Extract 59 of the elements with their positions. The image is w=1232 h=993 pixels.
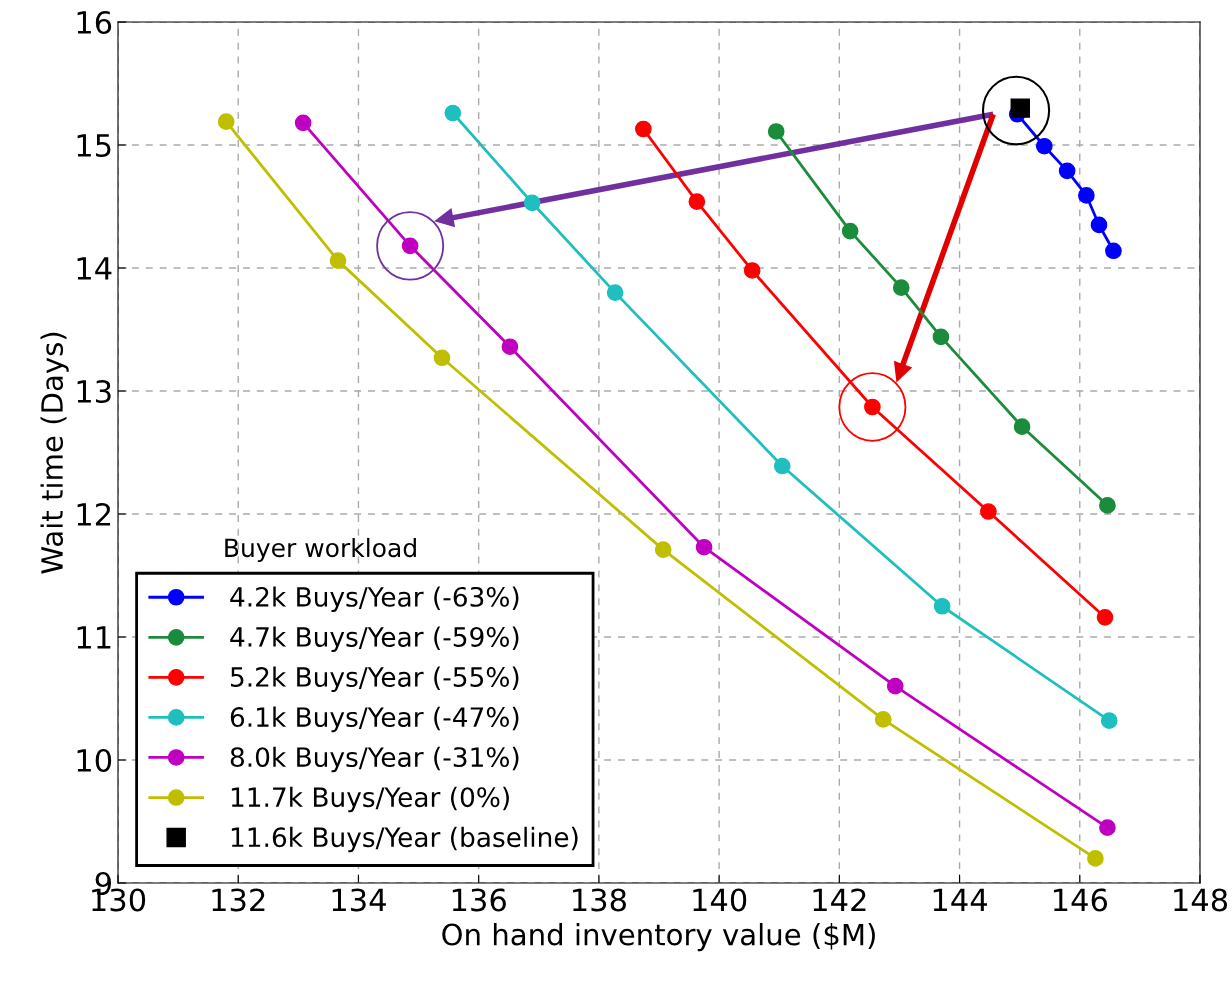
- point: [501, 338, 519, 356]
- y-tick-label: 15: [77, 134, 111, 158]
- point: [841, 222, 859, 240]
- point: [892, 279, 910, 297]
- point: [1078, 187, 1095, 204]
- point: [329, 252, 347, 269]
- point: [688, 193, 706, 210]
- x-tick-label: 132: [212, 888, 265, 912]
- point: [1090, 216, 1108, 234]
- point: [767, 123, 785, 140]
- point: [933, 597, 951, 615]
- x-tick-label: 148: [1174, 888, 1228, 912]
- y-tick-label: 12: [77, 502, 111, 526]
- point: [695, 538, 713, 556]
- point: [1096, 608, 1114, 626]
- legend-title: Buyer workload: [225, 537, 416, 563]
- point: [1099, 819, 1116, 836]
- point: [1058, 162, 1076, 180]
- legend-label: 4.7k Buys/Year (-59%): [230, 626, 519, 653]
- x-tick-label: 144: [933, 888, 987, 912]
- point: [217, 113, 235, 130]
- point: [654, 541, 672, 559]
- point: [1087, 850, 1104, 867]
- x-tick-label: 136: [452, 888, 506, 912]
- y-tick-label: 10: [77, 748, 112, 773]
- x-tick-label: 138: [573, 888, 626, 912]
- y-tick-label: 14: [77, 257, 112, 280]
- point: [932, 328, 950, 346]
- x-tick-label: 142: [813, 888, 866, 912]
- legend-label: 8.0k Buys/Year (-31%): [230, 746, 519, 773]
- point: [1013, 418, 1031, 436]
- legend-label: 6.1k Buys/Year (-47%): [230, 706, 519, 733]
- y-tick-label: 13: [77, 379, 111, 404]
- point: [433, 349, 451, 367]
- point: [980, 503, 997, 520]
- legend-label: 4.2k Buys/Year (-63%): [230, 586, 519, 612]
- point: [606, 284, 624, 301]
- point: [444, 104, 462, 122]
- x-tick-label: 134: [332, 888, 386, 912]
- point: [294, 114, 312, 132]
- legend-label: 11.6k Buys/Year (baseline): [231, 826, 578, 853]
- point: [635, 120, 652, 138]
- x-axis-title: On hand inventory value ($M): [442, 922, 875, 952]
- y-tick-label: 16: [77, 10, 112, 35]
- y-tick-label: 11: [77, 626, 111, 649]
- point: [886, 677, 904, 695]
- point: [523, 194, 541, 212]
- y-axis-title: Wait time (Days): [40, 332, 69, 574]
- x-tick-label: 140: [693, 888, 747, 912]
- legend-label: 11.7k Buys/Year (0%): [231, 786, 509, 813]
- point: [1035, 137, 1053, 155]
- point: [743, 262, 761, 279]
- point: [874, 711, 892, 728]
- point: [1099, 497, 1116, 514]
- point: [1105, 242, 1122, 260]
- legend-label: 5.2k Buys/Year (-55%): [231, 666, 519, 693]
- x-tick-label: 146: [1053, 888, 1108, 912]
- point: [773, 457, 791, 475]
- point: [1100, 712, 1118, 729]
